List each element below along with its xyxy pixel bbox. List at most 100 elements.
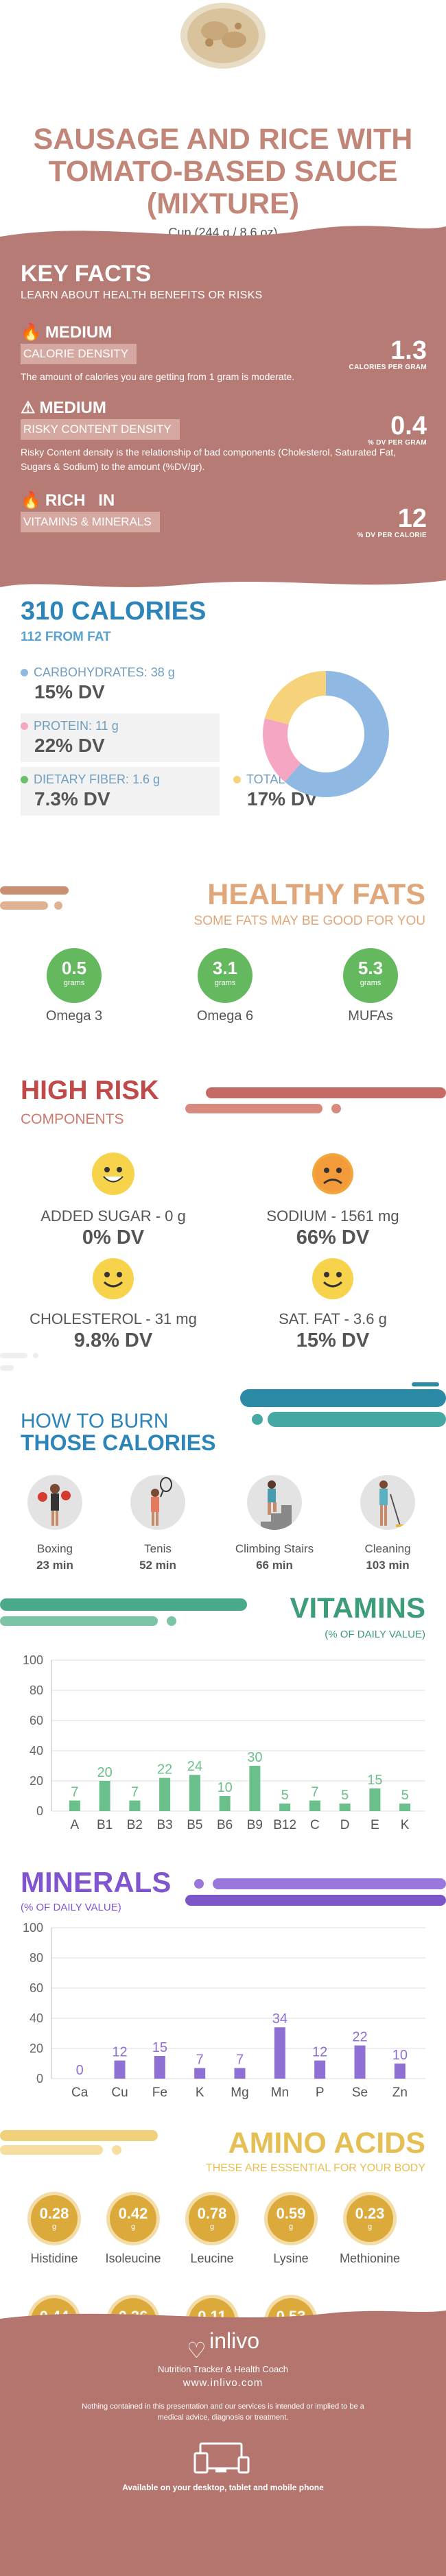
bar-value-label: 7: [311, 1785, 318, 1800]
fact-level: RICH: [45, 491, 86, 510]
tagline: Nutrition Tracker & Health Coach: [157, 2364, 289, 2374]
heart-logo-icon: ♡: [186, 2338, 207, 2363]
legend-dot: [21, 669, 28, 676]
minerals-section: MINERALS (% OF DAILY VALUE) 0 20 40 60 80 100…: [0, 1866, 446, 2127]
x-tick-label: Cu: [111, 2085, 128, 2100]
bar-K: [194, 2068, 206, 2079]
footer-wave: [0, 2311, 446, 2327]
risk-dv: 66% DV: [296, 1227, 370, 1249]
key-facts-section: KEY FACTS LEARN ABOUT HEALTH BENEFITS OR…: [0, 213, 446, 597]
amino-circle: 0.28 g: [31, 2195, 78, 2242]
calories-heading: 310 CALORIES: [21, 597, 207, 626]
nutrient-dv: 15% DV: [34, 681, 105, 702]
y-tick-label: 20: [30, 1774, 43, 1788]
happy-face-icon: [312, 1257, 354, 1300]
x-tick-label: A: [71, 1818, 80, 1832]
risk-dv: 0% DV: [82, 1227, 145, 1249]
nutrient-label: CARBOHYDRATES: 38 g: [34, 665, 175, 679]
happy-face-icon: [92, 1257, 134, 1300]
disclaimer: Nothing contained in this presentation a…: [82, 2402, 364, 2422]
devices-icon: [193, 2442, 250, 2474]
amino-sub: THESE ARE ESSENTIAL FOR YOUR BODY: [205, 2162, 425, 2174]
x-tick-label: B2: [127, 1818, 143, 1832]
amino-heading: AMINO ACIDS: [228, 2127, 425, 2160]
fact-risky-content: ⚠ MEDIUM RISKY CONTENT DENSITY 0.4 % DV P…: [21, 398, 427, 474]
bar-value-label: 7: [236, 2053, 244, 2068]
bar-Cu: [114, 2060, 126, 2079]
x-tick-label: Mn: [271, 2085, 289, 2100]
nutrient-label: DIETARY FIBER: 1.6 g: [34, 772, 161, 786]
x-tick-label: K: [401, 1818, 410, 1832]
bar-value-label: 34: [272, 2011, 287, 2026]
fat-unit: grams: [214, 979, 236, 987]
amino-value: 0.42: [118, 2205, 148, 2222]
bar-value-label: 15: [367, 1773, 382, 1788]
key-facts-subheading: LEARN ABOUT HEALTH BENEFITS OR RISKS: [21, 289, 263, 301]
bar-B12: [279, 1804, 291, 1811]
decor-lines: [185, 1878, 446, 1906]
bar-value-label: 7: [196, 2053, 204, 2068]
y-tick-label: 0: [36, 1804, 43, 1818]
activity-time: 52 min: [139, 1559, 176, 1572]
legend-dot: [21, 722, 28, 730]
food-image: [180, 3, 266, 69]
nutrient-fiber: DIETARY FIBER: 1.6 g 7.3% DV: [21, 767, 220, 816]
fact-level: MEDIUM: [39, 398, 106, 417]
fat-unit: grams: [360, 979, 382, 987]
fat-omega6: 3.1 grams: [198, 948, 253, 1003]
bar-value-label: 30: [247, 1750, 262, 1765]
fat-label: Omega 3: [45, 1008, 103, 1024]
bar-B5: [189, 1775, 200, 1811]
vitamins-bar-chart: 0 20 40 60 80 100 7 A 20 B1 7 B2 22 B3 24 B5 10 B6 30 B9 5 B1…: [23, 1653, 425, 1832]
legend-dot: [21, 776, 28, 783]
x-tick-label: D: [340, 1818, 350, 1832]
stairs-icon: [247, 1475, 302, 1530]
bar-Fe: [154, 2056, 165, 2079]
wave-top: [0, 226, 446, 254]
x-tick-label: E: [371, 1818, 379, 1832]
x-tick-label: B5: [187, 1818, 202, 1832]
y-tick-label: 0: [36, 2072, 43, 2085]
amino-label: Isoleucine: [105, 2252, 161, 2265]
bar-B6: [219, 1796, 231, 1811]
decor-lines: [0, 1598, 247, 1626]
y-tick-label: 80: [30, 1683, 43, 1697]
bar-Mg: [234, 2068, 246, 2079]
amino-circle: 0.23 g: [347, 2195, 393, 2242]
donut-slice-protein: [263, 718, 301, 782]
amino-circle: 0.59 g: [268, 2195, 314, 2242]
bar-Se: [354, 2045, 366, 2079]
calories-section: 310 CALORIES 112 FROM FAT CARBOHYDRATES:…: [0, 597, 446, 871]
fact-value: 1.3: [390, 336, 427, 365]
brand-name: inlivo: [209, 2328, 260, 2353]
bar-value-label: 10: [392, 2048, 408, 2063]
x-tick-label: Se: [352, 2085, 368, 2100]
bar-value-label: 22: [157, 1762, 172, 1777]
fact-calorie-density: 🔥 MEDIUM CALORIE DENSITY 1.3 CALORIES PER…: [21, 322, 427, 384]
risk-section: HIGH RISK COMPONENTS ADDED SUGAR - 0 g 0…: [0, 1063, 446, 1351]
x-tick-label: Fe: [152, 2085, 167, 2100]
bar-value-label: 10: [218, 1780, 233, 1795]
fat-omega3: 0.5 grams: [47, 948, 102, 1003]
bar-D: [339, 1804, 351, 1811]
x-tick-label: P: [316, 2085, 325, 2100]
fats-sub: SOME FATS MAY BE GOOD FOR YOU: [193, 914, 425, 928]
fat-mufas: 5.3 grams: [343, 948, 398, 1003]
fat-label: MUFAs: [348, 1008, 393, 1024]
site-url[interactable]: www.inlivo.com: [183, 2377, 263, 2389]
y-tick-label: 60: [30, 1714, 43, 1727]
bar-B3: [159, 1777, 171, 1811]
fact-label: CALORIE DENSITY: [21, 344, 137, 364]
fat-value: 5.3: [357, 958, 384, 978]
fact-value: 0.4: [390, 412, 427, 440]
decor-lines: [185, 1087, 446, 1113]
x-tick-label: B1: [97, 1818, 113, 1832]
x-tick-label: Ca: [71, 2085, 89, 2100]
risk-label: SAT. FAT - 3.6 g: [279, 1310, 387, 1327]
activity-name: Climbing Stairs: [235, 1542, 314, 1555]
flame-icon: 🔥: [21, 491, 41, 510]
fact-level: MEDIUM: [45, 322, 113, 342]
bar-value-label: 12: [112, 2045, 127, 2060]
bar-value-label: 22: [352, 2030, 367, 2045]
bar-K: [399, 1804, 411, 1811]
